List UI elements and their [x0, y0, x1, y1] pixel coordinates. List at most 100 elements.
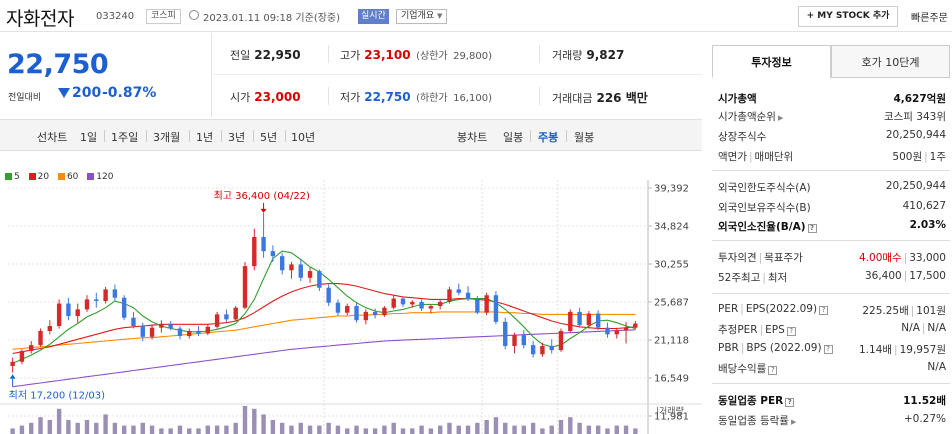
candle-body	[38, 331, 43, 346]
candle-body	[521, 335, 527, 346]
candle-body	[66, 303, 71, 317]
candle-body	[605, 327, 610, 335]
company-info-dropdown[interactable]: 기업개요 ▼	[396, 9, 448, 24]
market-cap-row: 시가총액 4,627억원	[718, 93, 946, 105]
current-price-box: 22,750 전일대비 200 -0.87%	[0, 33, 212, 117]
volume-bar	[549, 425, 554, 434]
volume-bar	[279, 422, 285, 434]
range-1d[interactable]: 1일	[80, 131, 98, 144]
high-annotation: 최고 36,400 (04/22)	[214, 190, 310, 202]
help-icon: ?	[807, 224, 817, 233]
candle-body	[410, 301, 415, 305]
candle-body	[363, 311, 369, 321]
volume-bar	[419, 425, 424, 434]
candlestick-svg[interactable]: 39,392 34,824 30,255 25,687 21,118 16,549 11,9…	[0, 152, 702, 434]
volume-bar	[233, 422, 238, 434]
range-1y[interactable]: 1년	[196, 131, 214, 144]
est-per-row: 추정PER | EPS? N/A | N/A	[718, 322, 946, 336]
change-percent: -0.87%	[102, 85, 157, 101]
ma5-line	[12, 250, 636, 364]
volume-bar	[595, 425, 601, 434]
candle-body	[530, 345, 536, 355]
open-price: 시가 23,000	[230, 90, 301, 104]
candle-body	[437, 301, 443, 307]
foreign-limit-row: 외국인한도주식수(A) 20,250,944	[718, 180, 946, 194]
candle-body	[159, 324, 164, 328]
quick-order-link[interactable]: 빠른주문	[911, 13, 948, 24]
candle-weekly[interactable]: 주봉	[538, 131, 559, 144]
volume-bar	[614, 425, 619, 434]
volume-bar	[298, 422, 303, 434]
candle-body	[214, 314, 220, 327]
volume-bar	[261, 414, 266, 434]
tab-invest-info[interactable]: 투자정보	[712, 45, 831, 78]
volume-bar	[38, 417, 43, 434]
candle-body	[196, 331, 201, 334]
candle-body	[503, 321, 508, 346]
range-10y[interactable]: 10년	[291, 131, 316, 144]
industry-rate-row: 동일업종 등락률 ▶ +0.27%	[718, 413, 946, 427]
candle-body	[140, 326, 145, 337]
candle-monthly[interactable]: 월봉	[574, 131, 595, 144]
volume-bar	[10, 428, 15, 434]
candle-body	[298, 264, 303, 278]
current-price: 22,750	[7, 49, 109, 80]
dividend-row: 배당수익률? N/A	[718, 361, 946, 375]
chart-range-bar: 선차트 1일 1주일 3개월 1년 3년 5년 10년 봉차트 일봉 주봉 월봉	[0, 119, 702, 151]
low-annotation: 최저 17,200 (12/03)	[9, 390, 105, 402]
tab-order-book[interactable]: 호가 10단계	[831, 45, 950, 78]
candle-body	[558, 331, 564, 351]
change-label: 전일대비	[8, 93, 42, 103]
y-tick-label: 30,255	[654, 260, 689, 271]
realtime-badge[interactable]: 실시간	[358, 9, 389, 24]
invest-info-panel: 투자정보 호가 10단계 시가총액 4,627억원 시가총액순위 ▶ 코스피 343위…	[712, 45, 950, 434]
y-tick-label: 39,392	[654, 184, 689, 195]
volume-bar	[512, 425, 517, 434]
volume-bar	[335, 425, 341, 434]
candle-body	[382, 307, 387, 316]
volume-bar	[75, 422, 80, 434]
help-icon: ?	[786, 327, 796, 336]
volume-bar	[465, 425, 471, 434]
volume-bar	[447, 422, 452, 434]
candle-body	[29, 345, 34, 351]
volume-bar	[530, 422, 536, 434]
change-value: 200	[72, 85, 102, 101]
candle-body	[75, 309, 80, 317]
candle-body	[19, 350, 25, 362]
candle-body	[168, 324, 173, 329]
range-3y[interactable]: 3년	[228, 131, 246, 144]
volume-bar	[29, 422, 34, 434]
help-icon: ?	[785, 398, 795, 407]
volume-bar	[521, 425, 527, 434]
week52-row: 52주최고 | 최저 36,400 | 17,500	[718, 270, 946, 284]
candle-daily[interactable]: 일봉	[503, 131, 524, 144]
company-info-label: 기업개요	[401, 11, 435, 21]
candle-body	[326, 287, 331, 303]
range-1w[interactable]: 1주일	[111, 131, 139, 144]
volume-bar	[56, 408, 62, 434]
candle-body	[633, 323, 638, 328]
candle-body	[456, 289, 461, 293]
candle-body	[493, 295, 499, 322]
add-mystock-button[interactable]: + MY STOCK 추가	[798, 6, 898, 27]
candle-body	[345, 306, 350, 313]
volume-bar	[410, 428, 415, 434]
shares-row: 상장주식수 20,250,944	[718, 129, 946, 143]
volume-bar	[568, 417, 573, 434]
pbr-bps-row: PBR | BPS (2022.09)? 1.14배 | 19,957원	[718, 342, 946, 356]
volume-bar	[47, 420, 53, 434]
volume-bar	[177, 425, 183, 434]
industry-per-row: 동일업종 PER? 11.52배	[718, 395, 946, 407]
candle-body	[307, 271, 313, 278]
candle-body	[94, 299, 99, 302]
candle-body	[56, 303, 62, 327]
range-5y[interactable]: 5년	[260, 131, 278, 144]
price-chart[interactable]: 5 20 60 120 39,392 34,824 30,255 25,687 21,1…	[0, 152, 702, 434]
volume-bar	[382, 425, 387, 434]
candle-body	[391, 298, 396, 308]
y-tick-label: 16,549	[654, 374, 689, 385]
low-price: 저가 22,750 (하한가 16,100)	[340, 90, 492, 104]
range-3m[interactable]: 3개월	[153, 131, 181, 144]
foreign-ratio-row: 외국인소진율(B/A)? 2.03%	[718, 219, 946, 233]
